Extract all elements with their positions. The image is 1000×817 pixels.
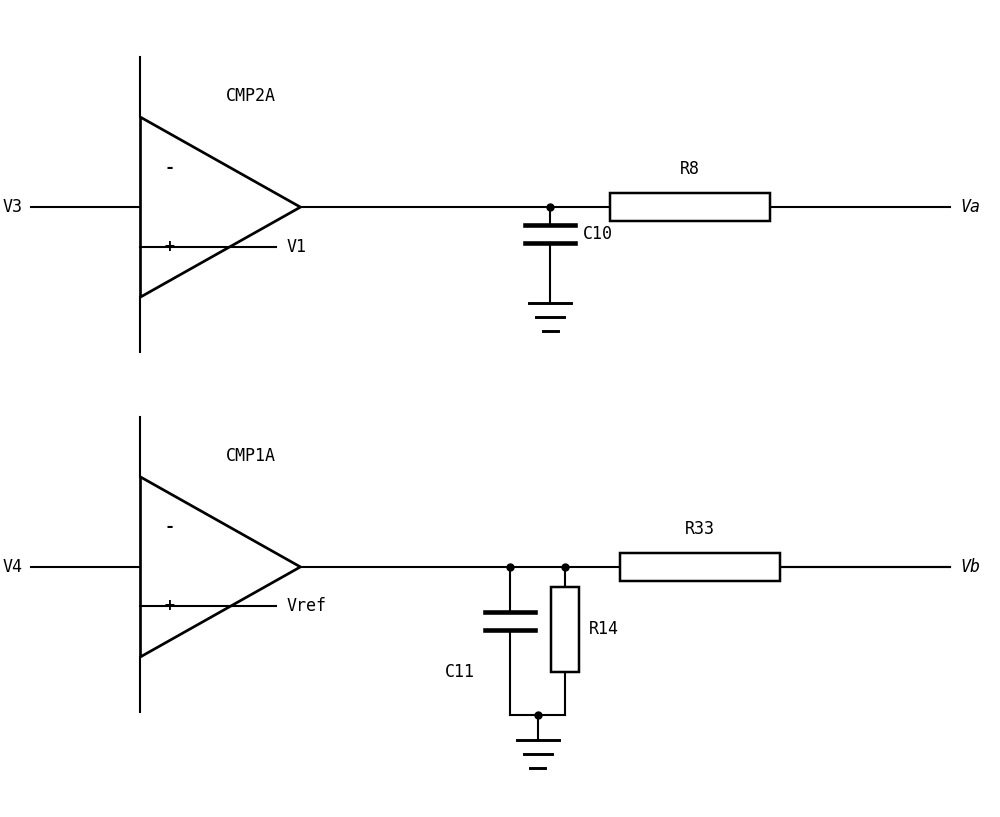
Bar [610, 193, 770, 221]
Text: -: - [164, 158, 174, 176]
Text: R8: R8 [680, 160, 700, 178]
Text: Vref: Vref [286, 597, 326, 615]
Text: +: + [164, 597, 174, 615]
Text: R33: R33 [685, 520, 715, 538]
Text: V3: V3 [3, 198, 23, 217]
Text: Va: Va [960, 198, 980, 217]
Text: CMP1A: CMP1A [225, 447, 275, 465]
Text: V4: V4 [3, 558, 23, 576]
Text: R14: R14 [589, 620, 619, 638]
Text: -: - [164, 518, 174, 536]
Text: +: + [164, 238, 174, 256]
Text: V1: V1 [286, 238, 306, 256]
Bar [551, 587, 579, 672]
Bar [620, 553, 780, 581]
Text: C11: C11 [445, 663, 475, 681]
Text: Vb: Vb [960, 558, 980, 576]
Text: CMP2A: CMP2A [225, 87, 275, 105]
Text: C10: C10 [583, 225, 613, 243]
